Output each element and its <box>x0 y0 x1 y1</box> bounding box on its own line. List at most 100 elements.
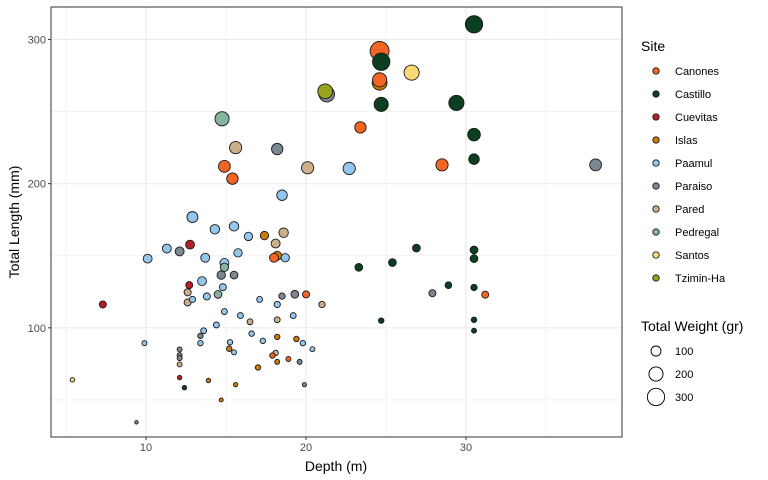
data-point-islas <box>254 364 262 371</box>
data-point-castillo <box>467 127 481 142</box>
legend-key-dot <box>652 274 660 282</box>
data-point-islas <box>226 345 233 352</box>
legend-item-islas: Islas <box>652 135 698 147</box>
legend-key-dot <box>652 228 660 236</box>
legend-item-pedregal: Pedregal <box>652 227 719 239</box>
data-point-paamul <box>197 276 207 287</box>
data-point-canones <box>372 72 388 88</box>
data-point-paamul <box>273 300 281 309</box>
data-point-paraiso <box>278 292 286 300</box>
data-point-paamul <box>259 337 267 345</box>
data-point-castillo <box>181 384 188 391</box>
x-axis-title: Depth (m) <box>305 458 367 474</box>
weight-legend: Total Weight (gr) 100 200 300 <box>641 318 743 407</box>
data-point-paraiso <box>271 142 284 156</box>
legend-item-castillo: Castillo <box>652 89 711 101</box>
data-point-pedregal <box>214 111 230 127</box>
legend-label: Islas <box>675 135 698 147</box>
data-point-paamul <box>237 312 244 319</box>
data-point-castillo <box>388 258 397 267</box>
legend-item-paraiso: Paraiso <box>652 181 712 193</box>
data-point-castillo <box>464 15 484 34</box>
data-point-paamul <box>197 339 204 347</box>
data-point-paamul <box>276 189 288 201</box>
legend-key-dot <box>652 205 660 213</box>
data-point-castillo <box>378 317 385 324</box>
data-point-paamul <box>213 321 220 329</box>
size-legend-label: 200 <box>675 369 693 381</box>
data-point-castillo <box>470 283 478 292</box>
legend-key-dot <box>652 136 660 144</box>
data-point-castillo <box>372 52 391 71</box>
data-point-paamul <box>228 221 240 232</box>
data-point-castillo <box>448 94 465 111</box>
size-legend-circle <box>648 366 664 382</box>
legend-label: Santos <box>675 250 710 262</box>
data-point-castillo <box>468 153 480 165</box>
data-point-canones <box>481 290 490 299</box>
data-point-islas <box>274 358 281 365</box>
data-point-paraiso <box>197 332 204 340</box>
legend-item-cuevitas: Cuevitas <box>652 112 718 124</box>
data-point-paamul <box>299 339 307 347</box>
weight-legend-title: Total Weight (gr) <box>641 318 743 334</box>
legend-item-paamul: Paamul <box>652 158 712 170</box>
data-point-paamul <box>233 248 243 258</box>
data-point-canones <box>269 352 276 359</box>
legend-item-pared: Pared <box>652 204 704 216</box>
data-point-castillo <box>469 254 479 263</box>
data-point-paraiso <box>174 246 185 257</box>
legend-key-dot <box>652 113 660 121</box>
legend-label: Pedregal <box>675 227 719 239</box>
data-point-paamul <box>141 340 148 347</box>
panel-border <box>50 6 623 438</box>
data-point-paraiso <box>589 158 602 172</box>
data-point-paamul <box>188 295 197 304</box>
legend-label: Paamul <box>675 158 712 170</box>
data-point-santos <box>403 64 420 81</box>
data-point-pared <box>278 227 289 238</box>
legend-label: Tzimin-Ha <box>675 273 726 285</box>
major-gridlines <box>51 7 622 437</box>
legend-key-dot <box>652 182 660 190</box>
data-point-pared <box>229 141 243 155</box>
data-point-canones <box>226 172 239 185</box>
data-point-castillo <box>469 245 479 255</box>
data-point-paamul <box>209 224 221 235</box>
data-point-paamul <box>248 330 255 337</box>
legend-item-tzimin-ha: Tzimin-Ha <box>652 273 726 285</box>
legend-label: Castillo <box>675 89 711 101</box>
legend-label: Canones <box>675 66 720 78</box>
data-point-santos <box>69 377 76 383</box>
y-axis: 100 200 300 <box>28 34 51 335</box>
data-point-paamul <box>231 349 237 356</box>
data-point-castillo <box>471 327 477 334</box>
legend-key-dot <box>652 90 660 98</box>
data-point-pedregal <box>213 290 223 299</box>
data-point-pedregal <box>219 262 230 272</box>
data-point-canones <box>218 159 231 173</box>
data-point-paamul <box>226 339 234 346</box>
data-point-paamul <box>161 243 172 254</box>
data-point-pared <box>176 361 183 368</box>
data-point-castillo <box>444 281 453 289</box>
x-tick-label: 20 <box>300 442 312 454</box>
data-point-paraiso <box>134 420 139 425</box>
data-point-paraiso <box>229 270 239 280</box>
data-point-cuevitas <box>98 300 107 309</box>
data-point-canones <box>285 356 292 362</box>
data-point-paamul <box>142 253 153 264</box>
data-point-paamul <box>202 292 211 301</box>
y-axis-title: Total Length (mm) <box>6 166 22 279</box>
data-point-canones <box>269 252 279 263</box>
data-points <box>69 15 602 425</box>
data-point-canones <box>354 121 367 134</box>
data-point-paraiso <box>296 358 303 365</box>
data-point-paamul <box>280 253 290 263</box>
data-point-castillo <box>354 262 364 272</box>
y-tick-label: 200 <box>28 179 46 191</box>
legend-key-dot <box>652 251 660 259</box>
data-point-islas <box>232 381 239 388</box>
data-point-pared <box>246 318 254 326</box>
